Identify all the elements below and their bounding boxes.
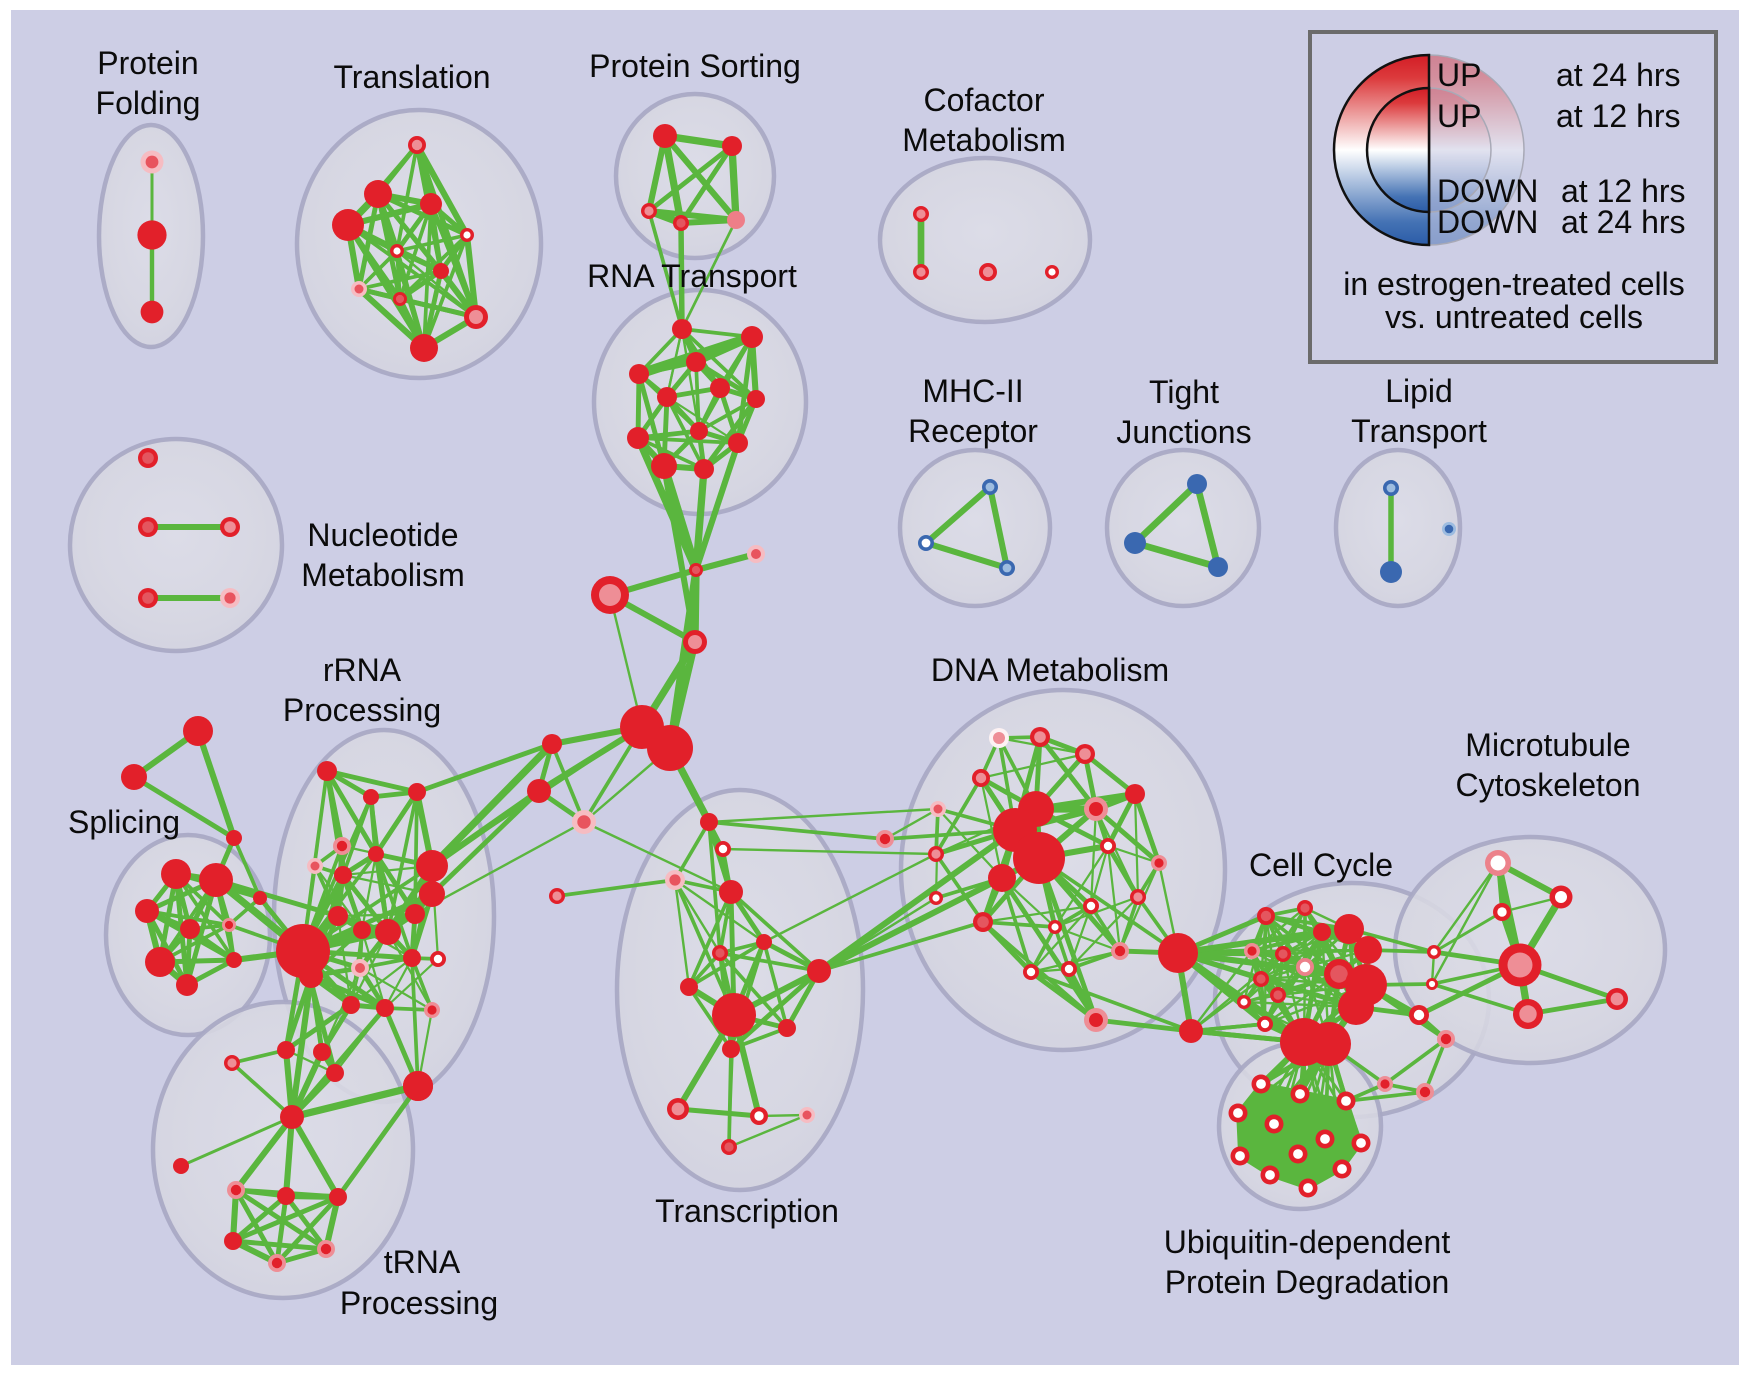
svg-text:Lipid: Lipid (1385, 373, 1453, 409)
svg-text:in estrogen-treated cells: in estrogen-treated cells (1343, 266, 1685, 302)
svg-text:MHC-II: MHC-II (922, 373, 1023, 409)
svg-text:DOWN: DOWN (1437, 204, 1538, 240)
svg-text:Tight: Tight (1149, 374, 1219, 410)
svg-text:Translation: Translation (333, 59, 490, 95)
svg-text:Metabolism: Metabolism (301, 557, 465, 593)
svg-text:tRNA: tRNA (384, 1244, 461, 1280)
svg-text:Transport: Transport (1351, 413, 1487, 449)
svg-text:rRNA: rRNA (323, 652, 402, 688)
svg-text:DOWN: DOWN (1437, 173, 1538, 209)
svg-text:Protein: Protein (97, 45, 198, 81)
svg-text:Cytoskeleton: Cytoskeleton (1456, 767, 1641, 803)
svg-text:Junctions: Junctions (1116, 414, 1251, 450)
svg-text:at 24 hrs: at 24 hrs (1561, 204, 1686, 240)
svg-text:Receptor: Receptor (908, 413, 1038, 449)
svg-text:Protein Sorting: Protein Sorting (589, 48, 801, 84)
svg-text:Folding: Folding (96, 85, 201, 121)
svg-text:at 24 hrs: at 24 hrs (1556, 57, 1681, 93)
svg-text:Transcription: Transcription (655, 1193, 839, 1229)
svg-text:Protein Degradation: Protein Degradation (1165, 1264, 1450, 1300)
svg-text:Cofactor: Cofactor (924, 82, 1045, 118)
svg-text:DNA Metabolism: DNA Metabolism (931, 652, 1169, 688)
svg-text:Nucleotide: Nucleotide (307, 517, 458, 553)
svg-text:at 12 hrs: at 12 hrs (1561, 173, 1686, 209)
svg-text:RNA Transport: RNA Transport (587, 258, 797, 294)
svg-text:Ubiquitin-dependent: Ubiquitin-dependent (1164, 1224, 1451, 1260)
svg-text:UP: UP (1437, 57, 1481, 93)
svg-text:UP: UP (1437, 98, 1481, 134)
svg-text:Processing: Processing (340, 1285, 498, 1321)
svg-text:Cell Cycle: Cell Cycle (1249, 847, 1393, 883)
svg-text:Microtubule: Microtubule (1465, 727, 1630, 763)
svg-text:Processing: Processing (283, 692, 441, 728)
svg-text:vs. untreated cells: vs. untreated cells (1385, 299, 1643, 335)
svg-text:Splicing: Splicing (68, 804, 180, 840)
svg-text:Metabolism: Metabolism (902, 122, 1066, 158)
svg-text:at 12 hrs: at 12 hrs (1556, 98, 1681, 134)
